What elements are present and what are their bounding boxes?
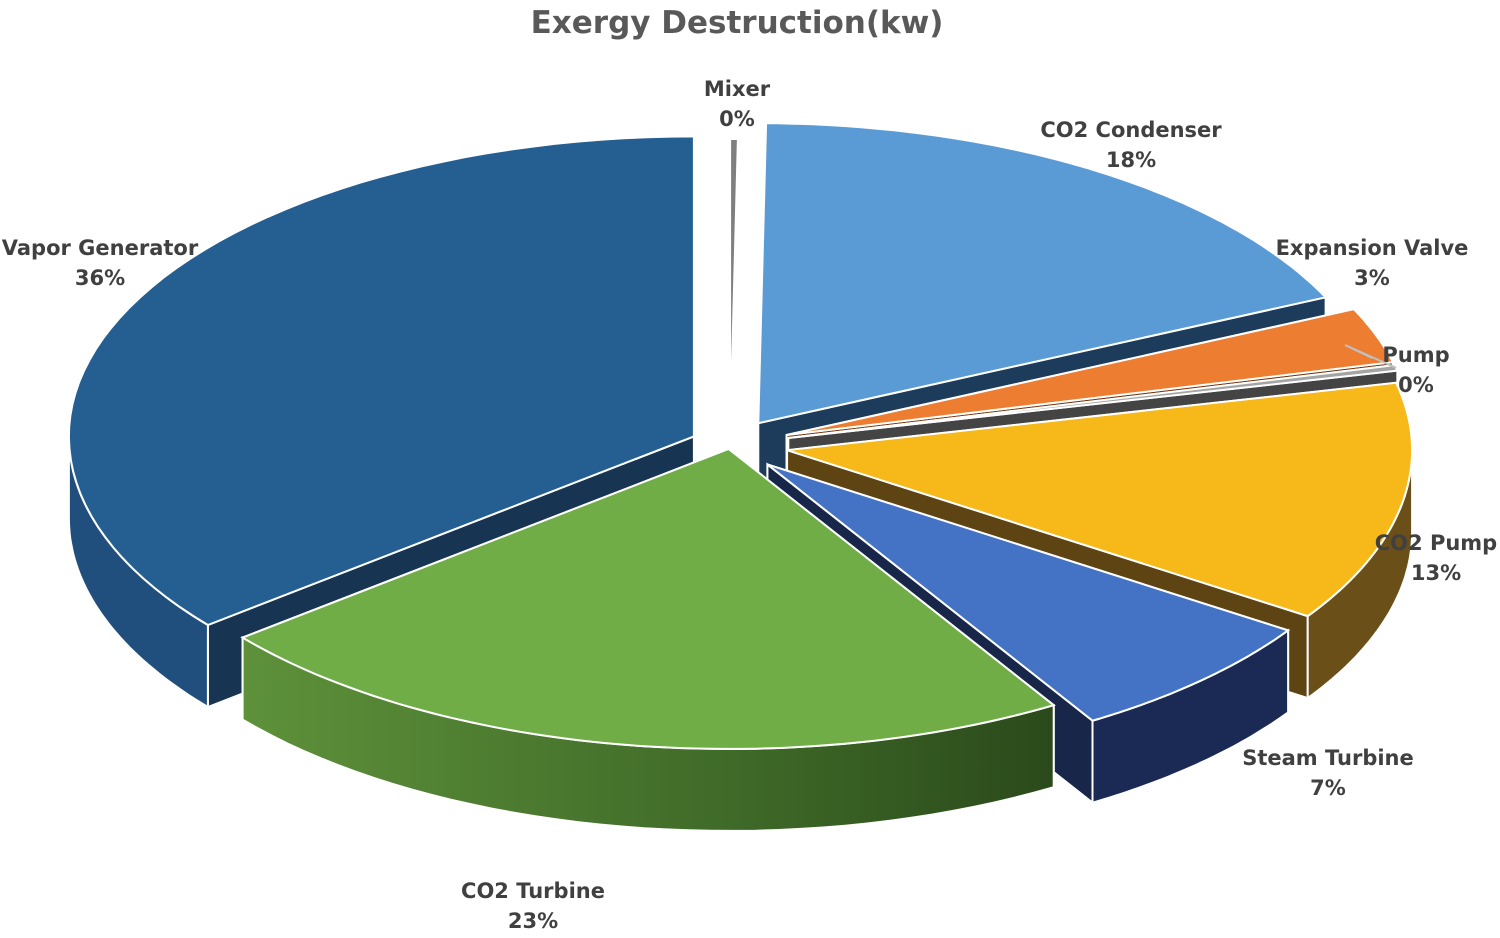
slice-top-co2-pump [786, 381, 1414, 618]
slice-top-co2-turbine [240, 447, 1056, 750]
chart-title: Exergy Destruction(kw) [531, 5, 944, 41]
label-expansion-valve: Expansion Valve [1276, 236, 1469, 260]
slice-co2-turbine [240, 446, 1056, 832]
pie-slices [67, 122, 1414, 832]
percent-vapor-generator: 36% [75, 266, 125, 290]
slice-top-co2-condenser [757, 122, 1328, 425]
slice-top-vapor-generator [67, 135, 695, 627]
percent-co2-pump: 13% [1411, 561, 1461, 585]
label-steam-turbine: Steam Turbine [1242, 746, 1414, 770]
label-co2-condenser: CO2 Condenser [1040, 118, 1222, 142]
label-co2-pump: CO2 Pump [1375, 531, 1497, 555]
slice-labels: Mixer 0% CO2 Condenser 18% Expansion Valve 3%… [2, 77, 1497, 933]
slice-top-mixer [729, 138, 739, 440]
percent-pump: 0% [1398, 373, 1434, 397]
percent-expansion-valve: 3% [1354, 266, 1390, 290]
slice-top-steam-turbine [766, 463, 1291, 722]
percent-mixer: 0% [719, 107, 755, 131]
percent-steam-turbine: 7% [1310, 776, 1346, 800]
slice-mixer [729, 138, 739, 440]
percent-co2-turbine: 23% [508, 909, 558, 933]
leader-line-pump [1344, 344, 1397, 369]
percent-co2-condenser: 18% [1106, 148, 1156, 172]
label-vapor-generator: Vapor Generator [2, 236, 199, 260]
label-mixer: Mixer [704, 77, 771, 101]
label-pump: Pump [1382, 343, 1449, 367]
slice-top-expansion-valve [786, 308, 1395, 437]
label-co2-turbine: CO2 Turbine [461, 879, 605, 903]
